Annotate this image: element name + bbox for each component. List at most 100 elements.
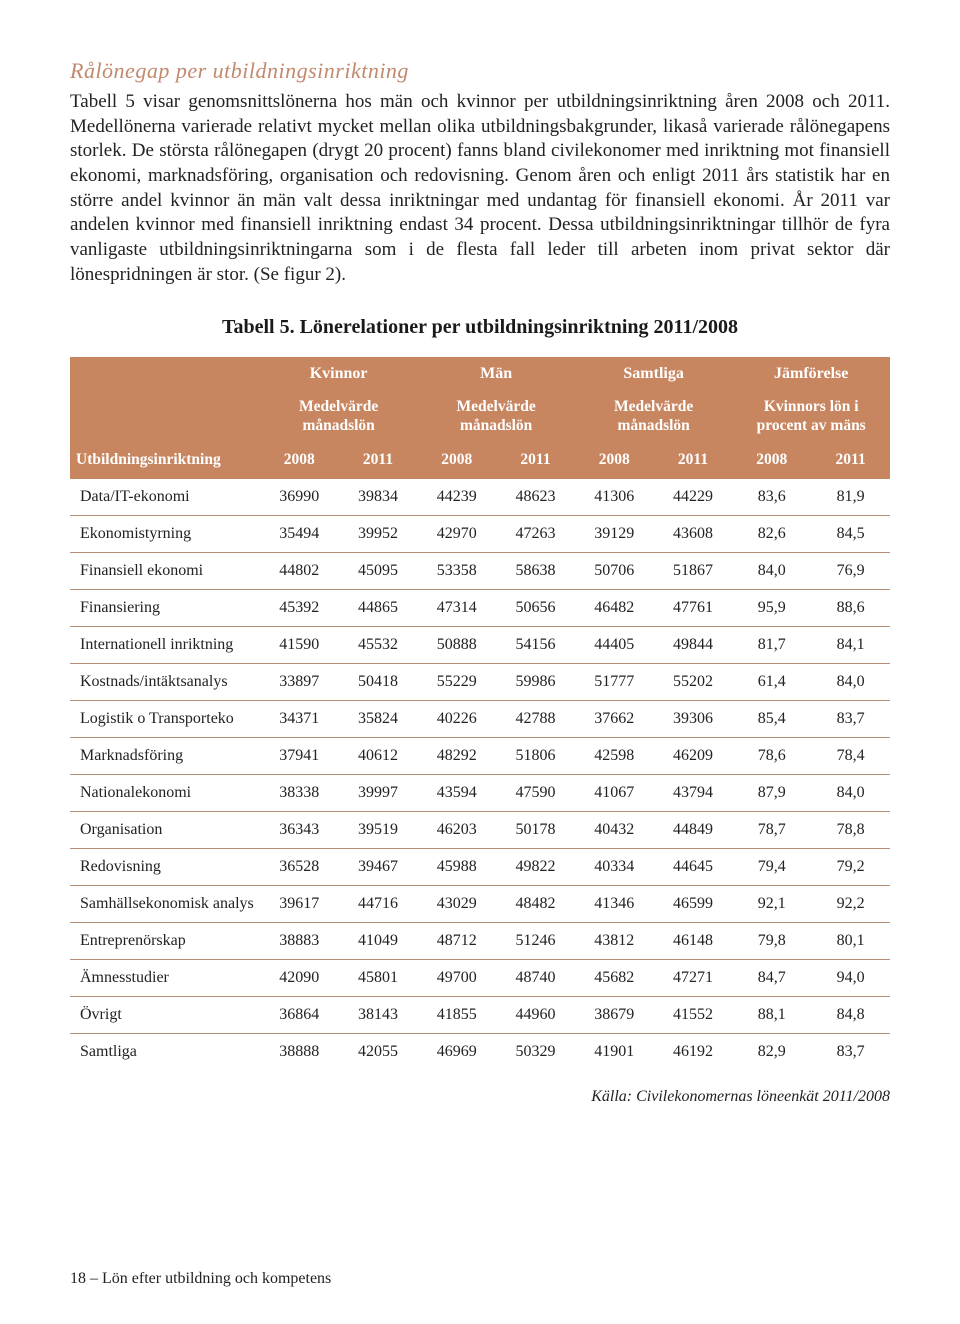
year-s08: 2008: [575, 445, 654, 479]
page-footer: 18 – Lön efter utbildning och kompetens: [70, 1270, 331, 1288]
cell-m11: 44960: [496, 997, 575, 1034]
cell-s08: 41067: [575, 775, 654, 812]
row-label: Kostnads/intäktsanalys: [70, 664, 260, 701]
cell-s08: 41901: [575, 1034, 654, 1071]
table-row: Entreprenörskap3888341049487125124643812…: [70, 923, 890, 960]
cell-j08: 88,1: [732, 997, 811, 1034]
cell-m08: 42970: [417, 516, 496, 553]
source-note: Källa: Civilekonomernas löneenkät 2011/2…: [70, 1088, 890, 1106]
col-group-kvinnor: Kvinnor: [260, 357, 418, 391]
cell-s08: 45682: [575, 960, 654, 997]
cell-m08: 50888: [417, 627, 496, 664]
sub-head-jamforelse: Kvinnors lön i procent av mäns: [732, 391, 890, 446]
table-row: Ekonomistyrning3549439952429704726339129…: [70, 516, 890, 553]
cell-m08: 48292: [417, 738, 496, 775]
year-k08: 2008: [260, 445, 339, 479]
row-label: Entreprenörskap: [70, 923, 260, 960]
row-label: Marknadsföring: [70, 738, 260, 775]
cell-s08: 37662: [575, 701, 654, 738]
cell-j11: 84,0: [811, 775, 890, 812]
cell-m08: 43029: [417, 886, 496, 923]
cell-m08: 47314: [417, 590, 496, 627]
year-m11: 2011: [496, 445, 575, 479]
cell-j11: 92,2: [811, 886, 890, 923]
row-label: Logistik o Transporteko: [70, 701, 260, 738]
cell-k11: 44716: [339, 886, 418, 923]
row-label: Finansiering: [70, 590, 260, 627]
cell-s11: 44849: [654, 812, 733, 849]
cell-j11: 84,0: [811, 664, 890, 701]
cell-m08: 40226: [417, 701, 496, 738]
table-row: Finansiering4539244865473145065646482477…: [70, 590, 890, 627]
cell-k11: 40612: [339, 738, 418, 775]
cell-s11: 44229: [654, 479, 733, 516]
cell-j08: 78,7: [732, 812, 811, 849]
table-row: Organisation3634339519462035017840432448…: [70, 812, 890, 849]
cell-j08: 84,0: [732, 553, 811, 590]
row-label: Ekonomistyrning: [70, 516, 260, 553]
row-label: Övrigt: [70, 997, 260, 1034]
cell-j11: 83,7: [811, 701, 890, 738]
cell-s11: 55202: [654, 664, 733, 701]
cell-k08: 38338: [260, 775, 339, 812]
cell-m11: 59986: [496, 664, 575, 701]
cell-j11: 79,2: [811, 849, 890, 886]
cell-k08: 33897: [260, 664, 339, 701]
cell-k11: 41049: [339, 923, 418, 960]
cell-j08: 79,4: [732, 849, 811, 886]
cell-s11: 49844: [654, 627, 733, 664]
table-row: Redovisning36528394674598849822403344464…: [70, 849, 890, 886]
year-s11: 2011: [654, 445, 733, 479]
cell-m08: 46203: [417, 812, 496, 849]
cell-m11: 54156: [496, 627, 575, 664]
row-label: Internationell inriktning: [70, 627, 260, 664]
col-group-man: Män: [417, 357, 575, 391]
year-j11: 2011: [811, 445, 890, 479]
cell-m11: 50656: [496, 590, 575, 627]
cell-k11: 45532: [339, 627, 418, 664]
cell-k08: 44802: [260, 553, 339, 590]
cell-j11: 84,5: [811, 516, 890, 553]
cell-m08: 44239: [417, 479, 496, 516]
cell-m08: 43594: [417, 775, 496, 812]
cell-k08: 35494: [260, 516, 339, 553]
cell-s08: 38679: [575, 997, 654, 1034]
cell-j08: 61,4: [732, 664, 811, 701]
col-head-label-text: Utbildningsinriktning: [70, 445, 260, 479]
cell-m08: 55229: [417, 664, 496, 701]
cell-j08: 82,9: [732, 1034, 811, 1071]
cell-k08: 45392: [260, 590, 339, 627]
cell-s08: 46482: [575, 590, 654, 627]
cell-s08: 41306: [575, 479, 654, 516]
cell-j08: 81,7: [732, 627, 811, 664]
cell-m11: 47590: [496, 775, 575, 812]
sub-head-samtliga: Medelvärde månadslön: [575, 391, 733, 446]
cell-m08: 53358: [417, 553, 496, 590]
cell-m08: 49700: [417, 960, 496, 997]
cell-k11: 38143: [339, 997, 418, 1034]
cell-k08: 36990: [260, 479, 339, 516]
cell-s08: 39129: [575, 516, 654, 553]
table-title: Tabell 5. Lönerelationer per utbildnings…: [70, 316, 890, 339]
cell-k11: 39467: [339, 849, 418, 886]
cell-j11: 76,9: [811, 553, 890, 590]
table-row: Finansiell ekonomi4480245095533585863850…: [70, 553, 890, 590]
row-label: Redovisning: [70, 849, 260, 886]
cell-s11: 46192: [654, 1034, 733, 1071]
body-paragraph: Tabell 5 visar genomsnittslönerna hos mä…: [70, 90, 890, 288]
table-row: Övrigt36864381434185544960386794155288,1…: [70, 997, 890, 1034]
cell-s11: 46599: [654, 886, 733, 923]
cell-s11: 44645: [654, 849, 733, 886]
cell-s11: 43794: [654, 775, 733, 812]
cell-k11: 45095: [339, 553, 418, 590]
table-row: Samtliga38888420554696950329419014619282…: [70, 1034, 890, 1071]
cell-m11: 48623: [496, 479, 575, 516]
cell-s11: 46209: [654, 738, 733, 775]
cell-j08: 95,9: [732, 590, 811, 627]
cell-m11: 47263: [496, 516, 575, 553]
table-row: Nationalekonomi3833839997435944759041067…: [70, 775, 890, 812]
table-row: Kostnads/intäktsanalys338975041855229599…: [70, 664, 890, 701]
cell-k11: 42055: [339, 1034, 418, 1071]
cell-s08: 40334: [575, 849, 654, 886]
cell-k11: 39997: [339, 775, 418, 812]
